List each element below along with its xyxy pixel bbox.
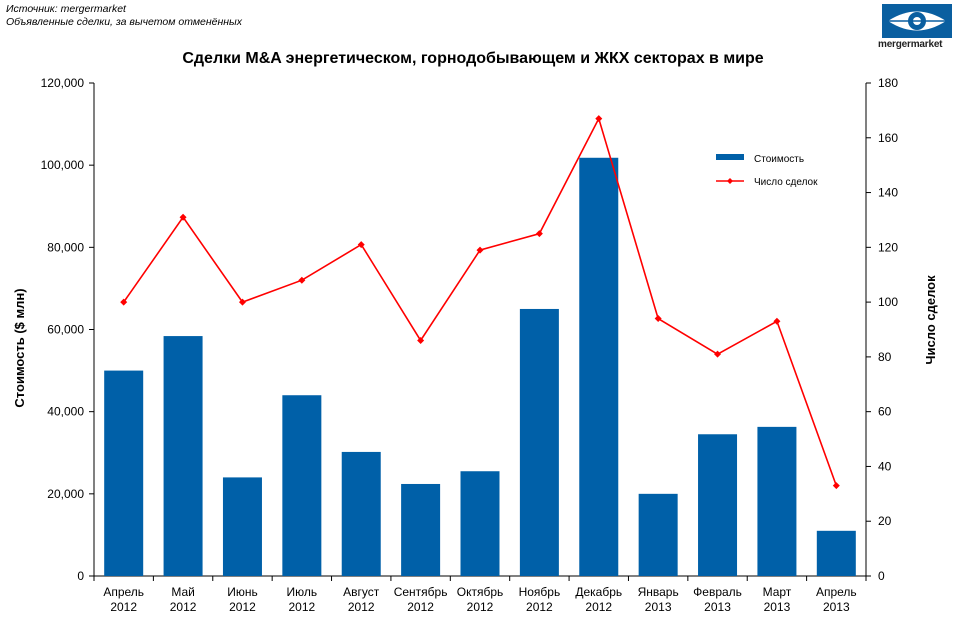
bar: [282, 395, 322, 576]
x-tick-label-year: 2012: [407, 600, 434, 614]
line-series: [120, 115, 840, 490]
series-line: [123, 116, 838, 486]
logo-wordmark: mergermarket: [878, 39, 943, 50]
source-line-2: Объявленные сделки, за вычетом отменённы…: [6, 16, 243, 28]
right-tick-label: 20: [878, 514, 892, 528]
x-tick-label-month: Май: [171, 585, 195, 599]
line-point: [417, 336, 425, 344]
chart-title: Сделки M&A энергетическом, горнодобывающ…: [182, 50, 763, 67]
right-tick-label: 180: [878, 76, 898, 90]
x-tick-label-year: 2013: [645, 600, 672, 614]
x-tick-label-month: Июль: [287, 585, 318, 599]
right-tick-label: 100: [878, 295, 898, 309]
x-tick-label-month: Апрель: [816, 585, 857, 599]
left-tick-label: 0: [77, 569, 84, 583]
line-point: [714, 350, 722, 358]
x-tick-label-year: 2012: [288, 600, 315, 614]
x-tick-label-year: 2012: [229, 600, 256, 614]
x-tick-label-year: 2012: [585, 600, 612, 614]
right-axis-ticks: 0 20 40 60 80 100 120 140 160 180: [866, 76, 898, 583]
legend-bar-label: Стоимость: [754, 154, 804, 165]
bar: [460, 471, 500, 576]
bar-series: [104, 157, 856, 576]
x-tick-label-month: Декабрь: [575, 585, 622, 599]
source-note: Источник: mergermarket Объявленные сделк…: [6, 3, 242, 29]
line-point: [238, 298, 246, 306]
x-tick-label-year: 2013: [704, 600, 731, 614]
x-tick-label-month: Апрель: [103, 585, 144, 599]
bar: [519, 308, 559, 576]
line-point: [595, 115, 603, 123]
bar: [104, 370, 144, 576]
legend-line-label: Число сделок: [754, 177, 818, 188]
line-point: [120, 298, 128, 306]
line-point: [535, 230, 543, 238]
bar: [698, 434, 738, 576]
left-tick-label: 120,000: [41, 76, 85, 90]
right-tick-label: 80: [878, 350, 892, 364]
x-tick-label-year: 2013: [764, 600, 791, 614]
x-tick-label-month: Август: [343, 585, 380, 599]
bar: [757, 426, 797, 576]
line-point: [654, 315, 662, 323]
legend-bar-swatch: [716, 154, 744, 160]
line-point: [357, 241, 365, 249]
x-tick-label-year: 2013: [823, 600, 850, 614]
bar: [816, 530, 856, 576]
right-tick-label: 60: [878, 405, 892, 419]
line-point: [773, 317, 781, 325]
left-tick-label: 100,000: [41, 158, 85, 172]
legend: Стоимость Число сделок: [716, 154, 818, 188]
left-tick-label: 80,000: [47, 240, 84, 254]
right-tick-label: 120: [878, 240, 898, 254]
x-axis-labels: Апрель2012Май2012Июнь2012Июль2012Август2…: [93, 576, 867, 614]
x-tick-label-month: Июнь: [227, 585, 258, 599]
bar: [163, 336, 203, 576]
right-tick-label: 0: [878, 569, 885, 583]
y-axis-title: Стоимость ($ млн): [12, 288, 27, 407]
x-tick-label-year: 2012: [170, 600, 197, 614]
x-tick-label-year: 2012: [110, 600, 137, 614]
x-tick-label-year: 2012: [348, 600, 375, 614]
x-tick-label-month: Октябрь: [457, 585, 504, 599]
x-tick-label-year: 2012: [467, 600, 494, 614]
left-tick-label: 20,000: [47, 487, 84, 501]
x-tick-label-month: Март: [763, 585, 792, 599]
y2-axis-title: Число сделок: [923, 275, 938, 365]
left-axis-ticks: 0 20,000 40,000 60,000 80,000 100,000 120,000: [41, 76, 94, 583]
right-tick-label: 140: [878, 186, 898, 200]
eye-logo-icon: [882, 4, 952, 38]
x-tick-label-month: Январь: [638, 585, 679, 599]
x-tick-label-year: 2012: [526, 600, 553, 614]
right-tick-label: 40: [878, 459, 892, 473]
bar: [401, 483, 441, 576]
source-line-1: Источник: mergermarket: [6, 3, 126, 15]
line-point: [298, 276, 306, 284]
x-tick-label-month: Сентябрь: [394, 585, 448, 599]
x-tick-label-month: Февраль: [693, 585, 742, 599]
left-tick-label: 40,000: [47, 405, 84, 419]
left-tick-label: 60,000: [47, 323, 84, 337]
bar: [579, 157, 619, 576]
legend-line-marker: [727, 178, 733, 184]
bar: [341, 451, 381, 576]
line-point: [179, 213, 187, 221]
x-tick-label-month: Ноябрь: [519, 585, 561, 599]
bar: [638, 493, 678, 576]
right-tick-label: 160: [878, 131, 898, 145]
line-point: [476, 246, 484, 254]
bar: [222, 477, 262, 576]
line-point: [832, 482, 840, 490]
